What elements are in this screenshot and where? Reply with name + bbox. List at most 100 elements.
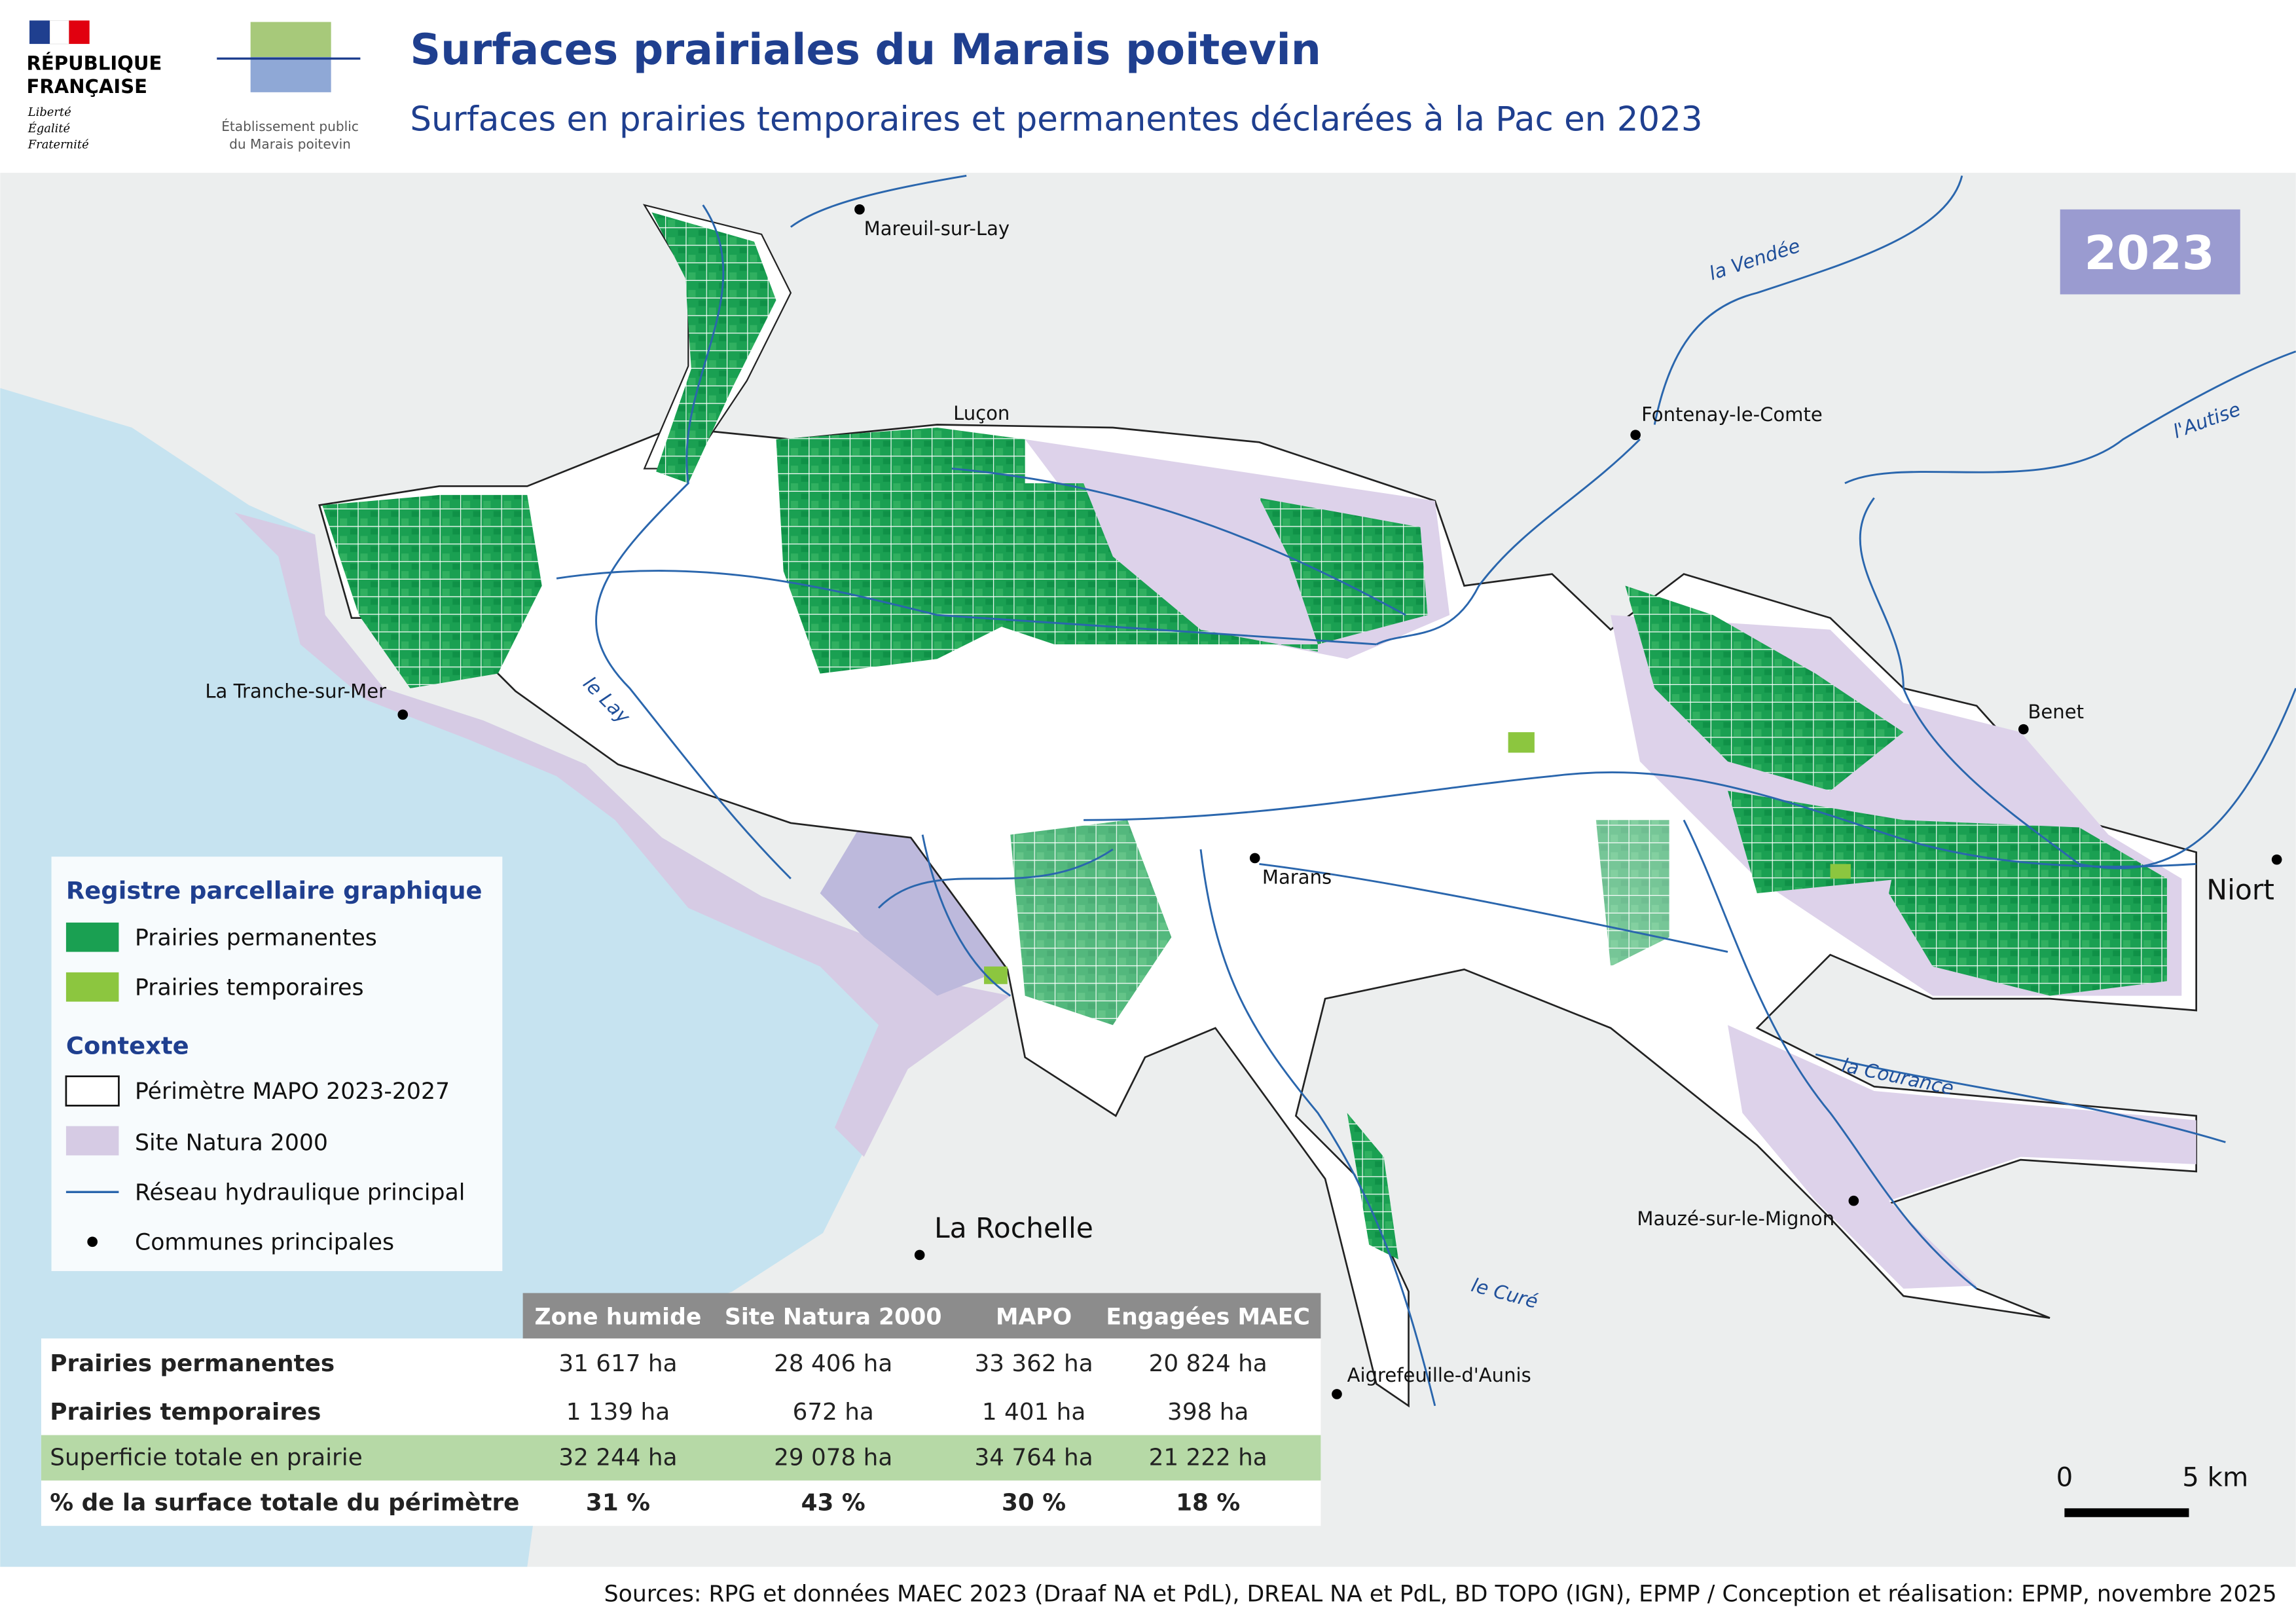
year-label: 2023 [2085, 226, 2215, 280]
grassland-permanent [1728, 790, 1904, 894]
commune-dot [854, 204, 865, 215]
motto: Égalité [27, 120, 71, 136]
table-column-header: Site Natura 2000 [725, 1304, 942, 1331]
sources: Sources: RPG et données MAEC 2023 (Draaf… [604, 1581, 2277, 1607]
commune-dot [397, 709, 409, 720]
table-cell: 21 222 ha [1149, 1444, 1267, 1471]
scale-label: 0 [2056, 1463, 2073, 1493]
legend-label: Réseau hydraulique principal [135, 1180, 465, 1206]
legend-label: Site Natura 2000 [135, 1130, 328, 1156]
table-column-header: Zone humide [535, 1304, 702, 1331]
table-cell: 20 824 ha [1149, 1350, 1267, 1377]
legend-label: Prairies permanentes [135, 925, 377, 951]
legend-label: Communes principales [135, 1230, 394, 1256]
republic-text: FRANÇAISE [27, 75, 147, 98]
river [1199, 849, 1436, 1407]
motto: Liberté [27, 105, 71, 119]
grassland-temporary [1508, 732, 1535, 753]
river [878, 834, 1114, 997]
river [1084, 771, 2196, 868]
place-label: Fontenay-le-Comte [1641, 403, 1823, 426]
table-cell: 32 244 ha [558, 1444, 677, 1471]
grassland-permanent [651, 212, 776, 483]
table-cell: 31 617 ha [558, 1350, 677, 1377]
table-cell: 1 139 ha [566, 1399, 670, 1426]
legend-swatch [65, 1126, 119, 1156]
river [1376, 438, 1641, 646]
place-label: La Rochelle [934, 1213, 1093, 1245]
river [1683, 819, 1978, 1290]
table-row-label: Prairies temporaires [50, 1399, 321, 1426]
epmp-text: Établissement public [221, 119, 359, 134]
flag-blue [29, 20, 50, 45]
place-label: Luçon [953, 402, 1010, 424]
table-cell: 31 % [586, 1490, 650, 1517]
table-cell: 18 % [1176, 1490, 1240, 1517]
republic-text: RÉPUBLIQUE [27, 52, 162, 74]
natura-inland [1728, 1025, 2196, 1289]
legend-swatch [65, 1075, 120, 1107]
motto: Fraternité [27, 138, 89, 151]
river [790, 174, 967, 228]
table-header-bg [522, 1293, 1321, 1338]
grassland-permanent [1259, 498, 1428, 644]
epmp-text: du Marais poitevin [229, 136, 351, 152]
legend-title: Registre parcellaire graphique [66, 876, 483, 904]
subtitle: Surfaces en prairies temporaires et perm… [410, 100, 1702, 139]
table-bg [41, 1338, 1321, 1526]
legend-label: Périmètre MAPO 2023-2027 [135, 1079, 450, 1105]
flag-white [49, 20, 69, 45]
table-cell: 43 % [801, 1490, 866, 1517]
place-label: Mauzé-sur-le-Mignon [1637, 1208, 1834, 1230]
place-label: Niort [2206, 874, 2274, 906]
places: Mareuil-sur-Lay Luçon Fontenay-le-Comte … [205, 204, 2282, 1399]
stats-table: Zone humide Site Natura 2000 MAPO Engagées … [41, 1293, 1321, 1526]
table-row-label: Superficie totale en prairie [50, 1444, 362, 1471]
table-row-label: Prairies permanentes [50, 1350, 335, 1377]
commune-dot [914, 1249, 925, 1261]
commune-dot [2018, 724, 2029, 735]
table-cell: 1 401 ha [982, 1399, 1085, 1426]
table-cell: 34 764 ha [975, 1444, 1093, 1471]
table-column-header: MAPO [996, 1304, 1072, 1331]
table-row-bg [41, 1435, 1321, 1481]
grassland-permanent [1595, 820, 1669, 967]
legend-swatch [65, 972, 119, 1002]
grassland-temporary [984, 966, 1008, 984]
commune-dot [1848, 1195, 1859, 1206]
commune-dot [2271, 854, 2282, 865]
commune-dot [1249, 853, 1260, 864]
natura-coast [234, 512, 1011, 1157]
river [1844, 350, 2296, 485]
grassland-permanent [776, 427, 1025, 674]
title: Surfaces prairiales du Marais poitevin [410, 26, 1321, 75]
legend-swatch [87, 1236, 98, 1247]
scale-bar [2064, 1508, 2189, 1517]
grassland-permanent [322, 494, 542, 689]
footer-band [0, 1566, 2296, 1624]
table-cell: 28 406 ha [774, 1350, 892, 1377]
river [1259, 862, 1728, 953]
legend-swatch [65, 922, 119, 952]
legend-box [51, 857, 503, 1272]
river [556, 570, 1377, 646]
header-band [0, 0, 2296, 173]
commune-dot [1332, 1389, 1342, 1399]
place-label: La Tranche-sur-Mer [205, 680, 386, 703]
place-label: Benet [2028, 701, 2084, 723]
grassland-permanent [1347, 1113, 1398, 1260]
grassland-permanent [966, 483, 1318, 652]
grassland-permanent [1010, 820, 1172, 1025]
grassland-permanent [1889, 820, 2167, 996]
epmp-logo [250, 22, 331, 92]
year-badge [2060, 209, 2240, 295]
legend-label: Prairies temporaires [135, 974, 364, 1001]
river [951, 468, 1406, 616]
table-column-header: Engagées MAEC [1106, 1304, 1309, 1331]
place-label: Mareuil-sur-Lay [864, 217, 1010, 240]
scale-label: 5 km [2182, 1463, 2248, 1493]
table-row-label: % de la surface totale du périmètre [50, 1490, 519, 1517]
place-label: Marans [1262, 866, 1332, 889]
grassland-permanent [1625, 585, 1904, 791]
